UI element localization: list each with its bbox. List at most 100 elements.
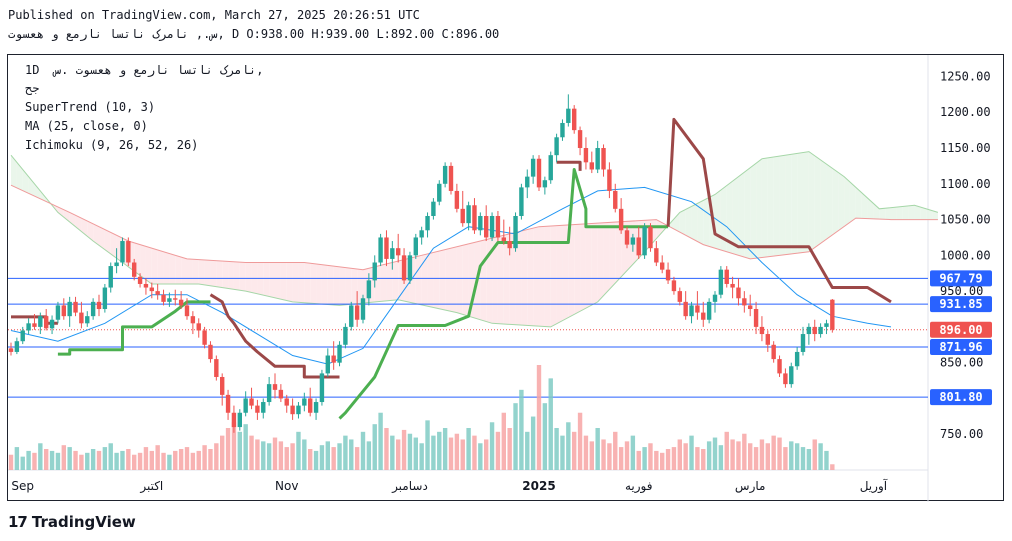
ichimoku-cloud-segment: [310, 263, 317, 304]
ichimoku-cloud-segment: [392, 261, 399, 301]
candle-body: [313, 402, 319, 413]
price-label-text: 801.80: [939, 390, 982, 404]
volume-bar: [149, 450, 154, 470]
ichimoku-cloud-segment: [908, 205, 915, 220]
ichimoku-cloud-segment: [527, 228, 534, 326]
volume-bar: [525, 431, 530, 470]
price-chart[interactable]: 750.00 850.00 950.00 1000.00 1050.00 1100.00 1…: [8, 55, 1005, 502]
candle-body: [554, 137, 559, 156]
volume-bar: [161, 452, 166, 470]
candle-body: [654, 248, 659, 263]
candle-body: [624, 230, 630, 245]
candle-body: [190, 316, 196, 324]
volume-bar: [789, 441, 794, 470]
candle-body: [38, 316, 43, 327]
y-tick-label: 1150.00: [940, 141, 991, 155]
volume-bar: [214, 443, 219, 470]
candle-body: [319, 373, 325, 403]
volume-bar: [800, 447, 806, 470]
ichimoku-cloud-segment: [140, 244, 146, 280]
volume-bar: [143, 447, 149, 470]
volume-bar: [501, 412, 506, 470]
candle-body: [102, 287, 108, 310]
legend-ichimoku[interactable]: Ichimoku (9, 26, 52, 26): [25, 138, 199, 152]
volume-bar: [390, 435, 395, 470]
candle-body: [425, 215, 430, 231]
y-tick-label: 1050.00: [940, 213, 991, 227]
tradingview-brand[interactable]: 17 TradingView: [8, 513, 136, 531]
volume-bar: [783, 447, 788, 470]
volume-bar: [601, 439, 606, 470]
volume-bar: [325, 441, 330, 470]
candle-body: [225, 394, 231, 413]
candle-body: [396, 248, 401, 256]
ichimoku-cloud-segment: [539, 226, 545, 327]
candle-body: [108, 266, 113, 288]
volume-bar: [366, 441, 372, 470]
ichimoku-cloud-segment: [761, 157, 768, 258]
volume-bar: [73, 450, 78, 470]
volume-bar: [484, 439, 489, 470]
candle-body: [126, 241, 131, 263]
volume-bar: [331, 447, 336, 470]
volume-bar: [466, 428, 471, 470]
ichimoku-cloud-segment: [99, 226, 105, 250]
ichimoku-cloud-segment: [93, 223, 99, 246]
ichimoku-cloud-segment: [756, 158, 762, 259]
volume-bar: [683, 443, 688, 470]
candle-body: [278, 389, 284, 399]
ichimoku-cloud-segment: [791, 153, 798, 254]
volume-bar: [372, 424, 377, 470]
volume-bar: [184, 447, 190, 470]
volume-bar: [718, 445, 724, 470]
ichimoku-cloud-segment: [861, 192, 868, 219]
chart-frame[interactable]: 750.00 850.00 950.00 1000.00 1050.00 1100.00 1…: [7, 54, 1005, 502]
candle-body: [636, 237, 641, 256]
x-tick-label: Nov: [275, 479, 298, 493]
candle-body: [489, 215, 495, 238]
ichimoku-cloud-segment: [820, 159, 827, 244]
ichimoku-cloud-segment: [233, 261, 240, 291]
legend-ma[interactable]: MA (25, close, 0): [25, 119, 148, 133]
legend-supertrend[interactable]: SuperTrend (10, 3): [25, 100, 156, 114]
candle-body: [519, 187, 524, 216]
ichimoku-cloud-segment: [533, 226, 539, 327]
volume-bar: [384, 428, 389, 470]
volume-bar: [478, 443, 483, 470]
ichimoku-cloud-segment: [269, 262, 275, 298]
candle-body: [20, 330, 25, 342]
ichimoku-cloud-segment: [521, 229, 528, 326]
candle-body: [448, 165, 454, 191]
volume-bar: [689, 435, 694, 470]
y-tick-label: 1200.00: [940, 105, 991, 119]
volume-bar: [208, 449, 213, 470]
candle-body: [284, 398, 289, 406]
volume-bar: [196, 450, 201, 470]
candle-body: [343, 326, 348, 345]
volume-bar: [489, 422, 495, 470]
volume-bar: [120, 450, 125, 470]
ichimoku-cloud-segment: [849, 182, 856, 223]
candle-body: [96, 301, 102, 310]
volume-bar: [108, 443, 113, 470]
ichimoku-cloud-segment: [797, 152, 803, 254]
ichimoku-cloud-segment: [867, 198, 874, 219]
candle-body: [648, 226, 653, 249]
ichimoku-cloud-segment: [779, 155, 786, 256]
candle-body: [419, 230, 424, 238]
ichimoku-cloud-segment: [591, 223, 598, 305]
ichimoku-cloud-segment: [151, 248, 158, 284]
volume-bar: [724, 431, 729, 470]
ichimoku-cloud-segment: [808, 151, 815, 252]
ichimoku-cloud-segment: [926, 208, 933, 220]
candle-body: [167, 298, 172, 302]
ichimoku-cloud-segment: [785, 154, 792, 255]
candle-body: [577, 130, 583, 149]
volume-bar: [173, 450, 178, 470]
x-tick-label: فوریه: [625, 479, 653, 494]
candle-body: [589, 162, 594, 170]
volume-bar: [806, 449, 812, 470]
ichimoku-cloud-segment: [145, 246, 152, 284]
ichimoku-cloud-segment: [497, 235, 504, 325]
price-label-box: [930, 296, 992, 313]
